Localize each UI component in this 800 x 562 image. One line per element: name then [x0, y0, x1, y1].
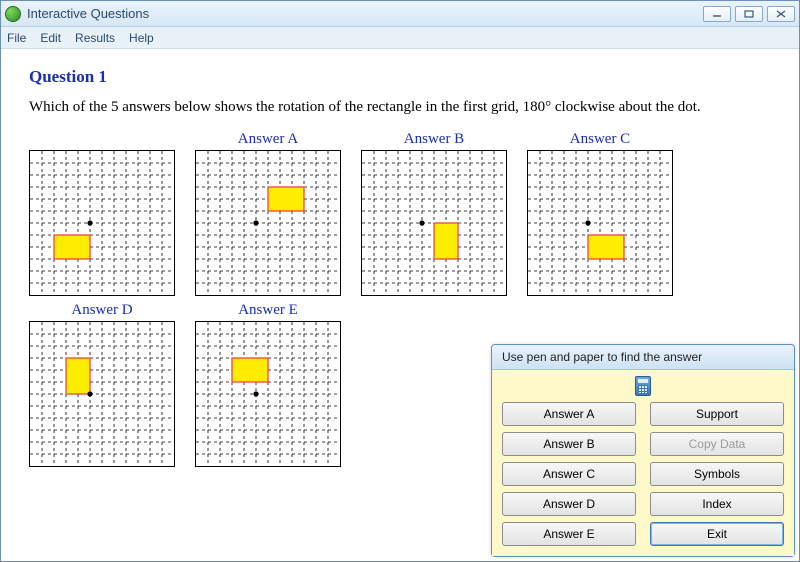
- answer-label: Answer D: [71, 302, 132, 320]
- rectangle-shape: [268, 187, 304, 211]
- grid-row: Answer A Answer B Answer C: [29, 131, 771, 296]
- menu-file[interactable]: File: [7, 31, 26, 45]
- calculator-icon[interactable]: [635, 376, 651, 396]
- menubar: File Edit Results Help: [1, 27, 799, 49]
- maximize-icon: [744, 10, 754, 18]
- question-title: Question 1: [29, 67, 771, 87]
- index-button[interactable]: Index: [650, 492, 784, 516]
- rotation-dot: [585, 220, 590, 225]
- answer-panel: Use pen and paper to find the answer Ans…: [491, 344, 795, 557]
- rectangle-shape: [588, 235, 624, 259]
- minimize-icon: [712, 10, 722, 18]
- answer-button[interactable]: Answer A: [502, 402, 636, 426]
- grid-figure: [29, 150, 175, 296]
- answer-button[interactable]: Answer B: [502, 432, 636, 456]
- app-icon: [5, 6, 21, 22]
- answer-label: Answer A: [238, 131, 298, 149]
- close-icon: [776, 10, 786, 18]
- close-button[interactable]: [767, 6, 795, 22]
- rotation-dot: [87, 391, 92, 396]
- grid-figure: [195, 150, 341, 296]
- rotation-dot: [419, 220, 424, 225]
- rectangle-shape: [54, 235, 90, 259]
- button-grid: Answer A Support Answer B Copy Data Answer C…: [502, 402, 784, 546]
- rotation-dot: [87, 220, 92, 225]
- rotation-dot: [253, 220, 258, 225]
- rotation-dot: [253, 391, 258, 396]
- copy-data-button: Copy Data: [650, 432, 784, 456]
- window-controls: [703, 6, 795, 22]
- answer-panel-body: Answer A Support Answer B Copy Data Answer C…: [492, 370, 794, 556]
- minimize-button[interactable]: [703, 6, 731, 22]
- grid-figure: [527, 150, 673, 296]
- rectangle-shape: [434, 223, 458, 259]
- answer-grid: Answer A: [195, 131, 341, 296]
- app-window: Interactive Questions File Edit Results …: [0, 0, 800, 562]
- support-button[interactable]: Support: [650, 402, 784, 426]
- question-grid: [29, 131, 175, 296]
- menu-help[interactable]: Help: [129, 31, 154, 45]
- rectangle-shape: [66, 358, 90, 394]
- answer-grid: Answer B: [361, 131, 507, 296]
- question-text: Which of the 5 answers below shows the r…: [29, 97, 729, 119]
- answer-label: Answer E: [238, 302, 298, 320]
- maximize-button[interactable]: [735, 6, 763, 22]
- answer-label: Answer B: [404, 131, 464, 149]
- titlebar: Interactive Questions: [1, 1, 799, 27]
- grid-figure: [361, 150, 507, 296]
- exit-button[interactable]: Exit: [650, 522, 784, 546]
- grid-figure: [29, 321, 175, 467]
- grid-figure: [195, 321, 341, 467]
- answer-button[interactable]: Answer E: [502, 522, 636, 546]
- answer-label: Answer C: [570, 131, 630, 149]
- answer-grid: Answer D: [29, 302, 175, 467]
- menu-results[interactable]: Results: [75, 31, 115, 45]
- answer-button[interactable]: Answer D: [502, 492, 636, 516]
- answer-panel-title: Use pen and paper to find the answer: [492, 345, 794, 370]
- symbols-button[interactable]: Symbols: [650, 462, 784, 486]
- menu-edit[interactable]: Edit: [40, 31, 61, 45]
- window-title: Interactive Questions: [27, 6, 703, 21]
- answer-button[interactable]: Answer C: [502, 462, 636, 486]
- tool-icon-row: [502, 376, 784, 396]
- answer-grid: Answer C: [527, 131, 673, 296]
- content-area: Question 1 Which of the 5 answers below …: [1, 49, 799, 561]
- answer-grid: Answer E: [195, 302, 341, 467]
- rectangle-shape: [232, 358, 268, 382]
